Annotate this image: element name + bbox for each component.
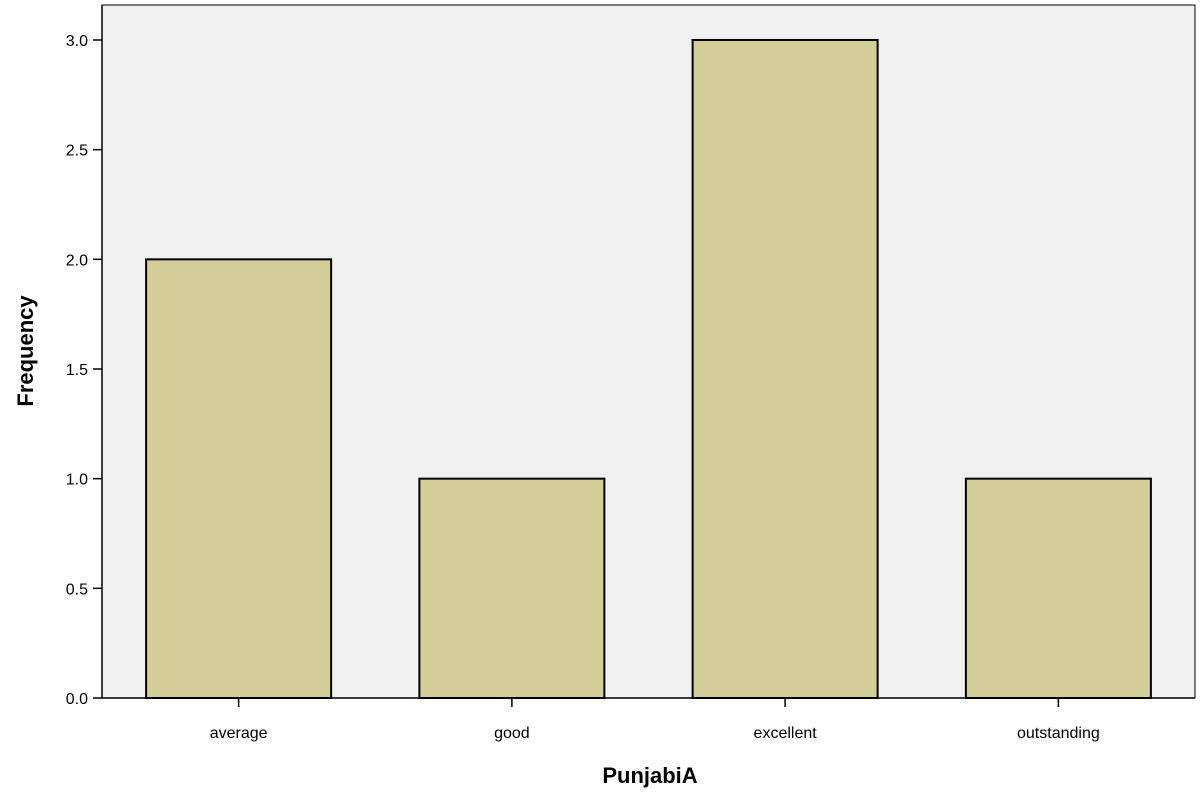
y-tick-label: 0.0: [66, 691, 88, 708]
y-tick-label: 1.5: [66, 362, 88, 379]
y-tick-label: 1.0: [66, 472, 88, 489]
y-tick-label: 0.5: [66, 581, 88, 598]
x-tick-label: good: [494, 725, 530, 742]
x-tick-label: excellent: [754, 725, 818, 742]
bar-outstanding: [964, 477, 1152, 699]
y-tick-label: 3.0: [66, 33, 88, 50]
x-tick-label: average: [210, 725, 268, 742]
y-tick-label: 2.0: [66, 252, 88, 269]
y-axis-title: Frequency: [13, 295, 38, 407]
x-tick-label: outstanding: [1017, 725, 1100, 742]
bar-average: [145, 258, 333, 699]
x-axis-title: PunjabiA: [602, 763, 697, 788]
y-tick-label: 2.5: [66, 143, 88, 160]
bar-excellent: [691, 39, 879, 699]
bar-good: [418, 477, 606, 699]
